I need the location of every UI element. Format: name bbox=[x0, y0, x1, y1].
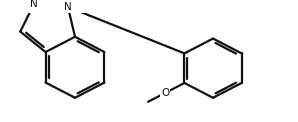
Text: N: N bbox=[64, 2, 72, 12]
Text: N: N bbox=[30, 0, 38, 9]
Text: O: O bbox=[161, 88, 170, 98]
